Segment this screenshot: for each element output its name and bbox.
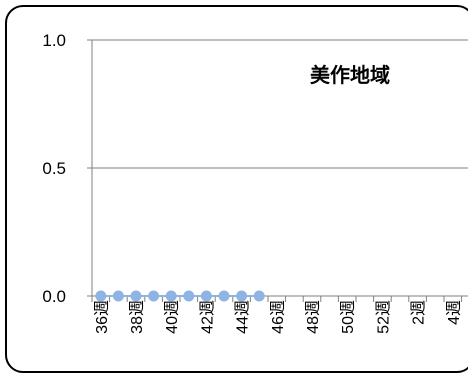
data-point <box>165 290 177 302</box>
data-point <box>183 290 195 302</box>
y-tick-label: 0.0 <box>42 287 66 306</box>
chart-frame <box>5 5 468 373</box>
data-point <box>236 290 248 302</box>
data-point <box>218 290 230 302</box>
chart-title: 美作地域 <box>310 63 390 87</box>
x-tick-marks <box>91 296 463 302</box>
data-point <box>200 290 212 302</box>
x-tick-label: 42週 <box>198 300 216 334</box>
x-tick-label: 52週 <box>374 300 392 334</box>
y-tick-labels: 0.0 0.5 1.0 <box>42 31 92 306</box>
data-point <box>112 290 124 302</box>
data-point <box>95 290 107 302</box>
x-tick-labels: 36週 38週 40週 42週 44週 46週 48週 50週 52週 2週 4週 <box>93 300 463 334</box>
x-tick-label: 50週 <box>339 300 357 334</box>
x-tick-label: 36週 <box>93 300 111 334</box>
data-point <box>130 290 142 302</box>
x-tick-label: 44週 <box>234 300 252 334</box>
x-tick-label: 48週 <box>304 300 322 334</box>
x-tick-label: 46週 <box>269 300 287 334</box>
x-tick-label: 2週 <box>410 300 428 325</box>
y-tick-label: 0.5 <box>42 159 66 178</box>
data-point <box>148 290 160 302</box>
x-tick-label: 38週 <box>128 300 146 334</box>
x-tick-label: 40週 <box>163 300 181 334</box>
series-markers <box>95 290 265 302</box>
gridlines <box>92 39 468 169</box>
y-tick-label: 1.0 <box>42 31 66 50</box>
x-tick-label: 4週 <box>445 300 463 325</box>
data-point <box>253 290 265 302</box>
